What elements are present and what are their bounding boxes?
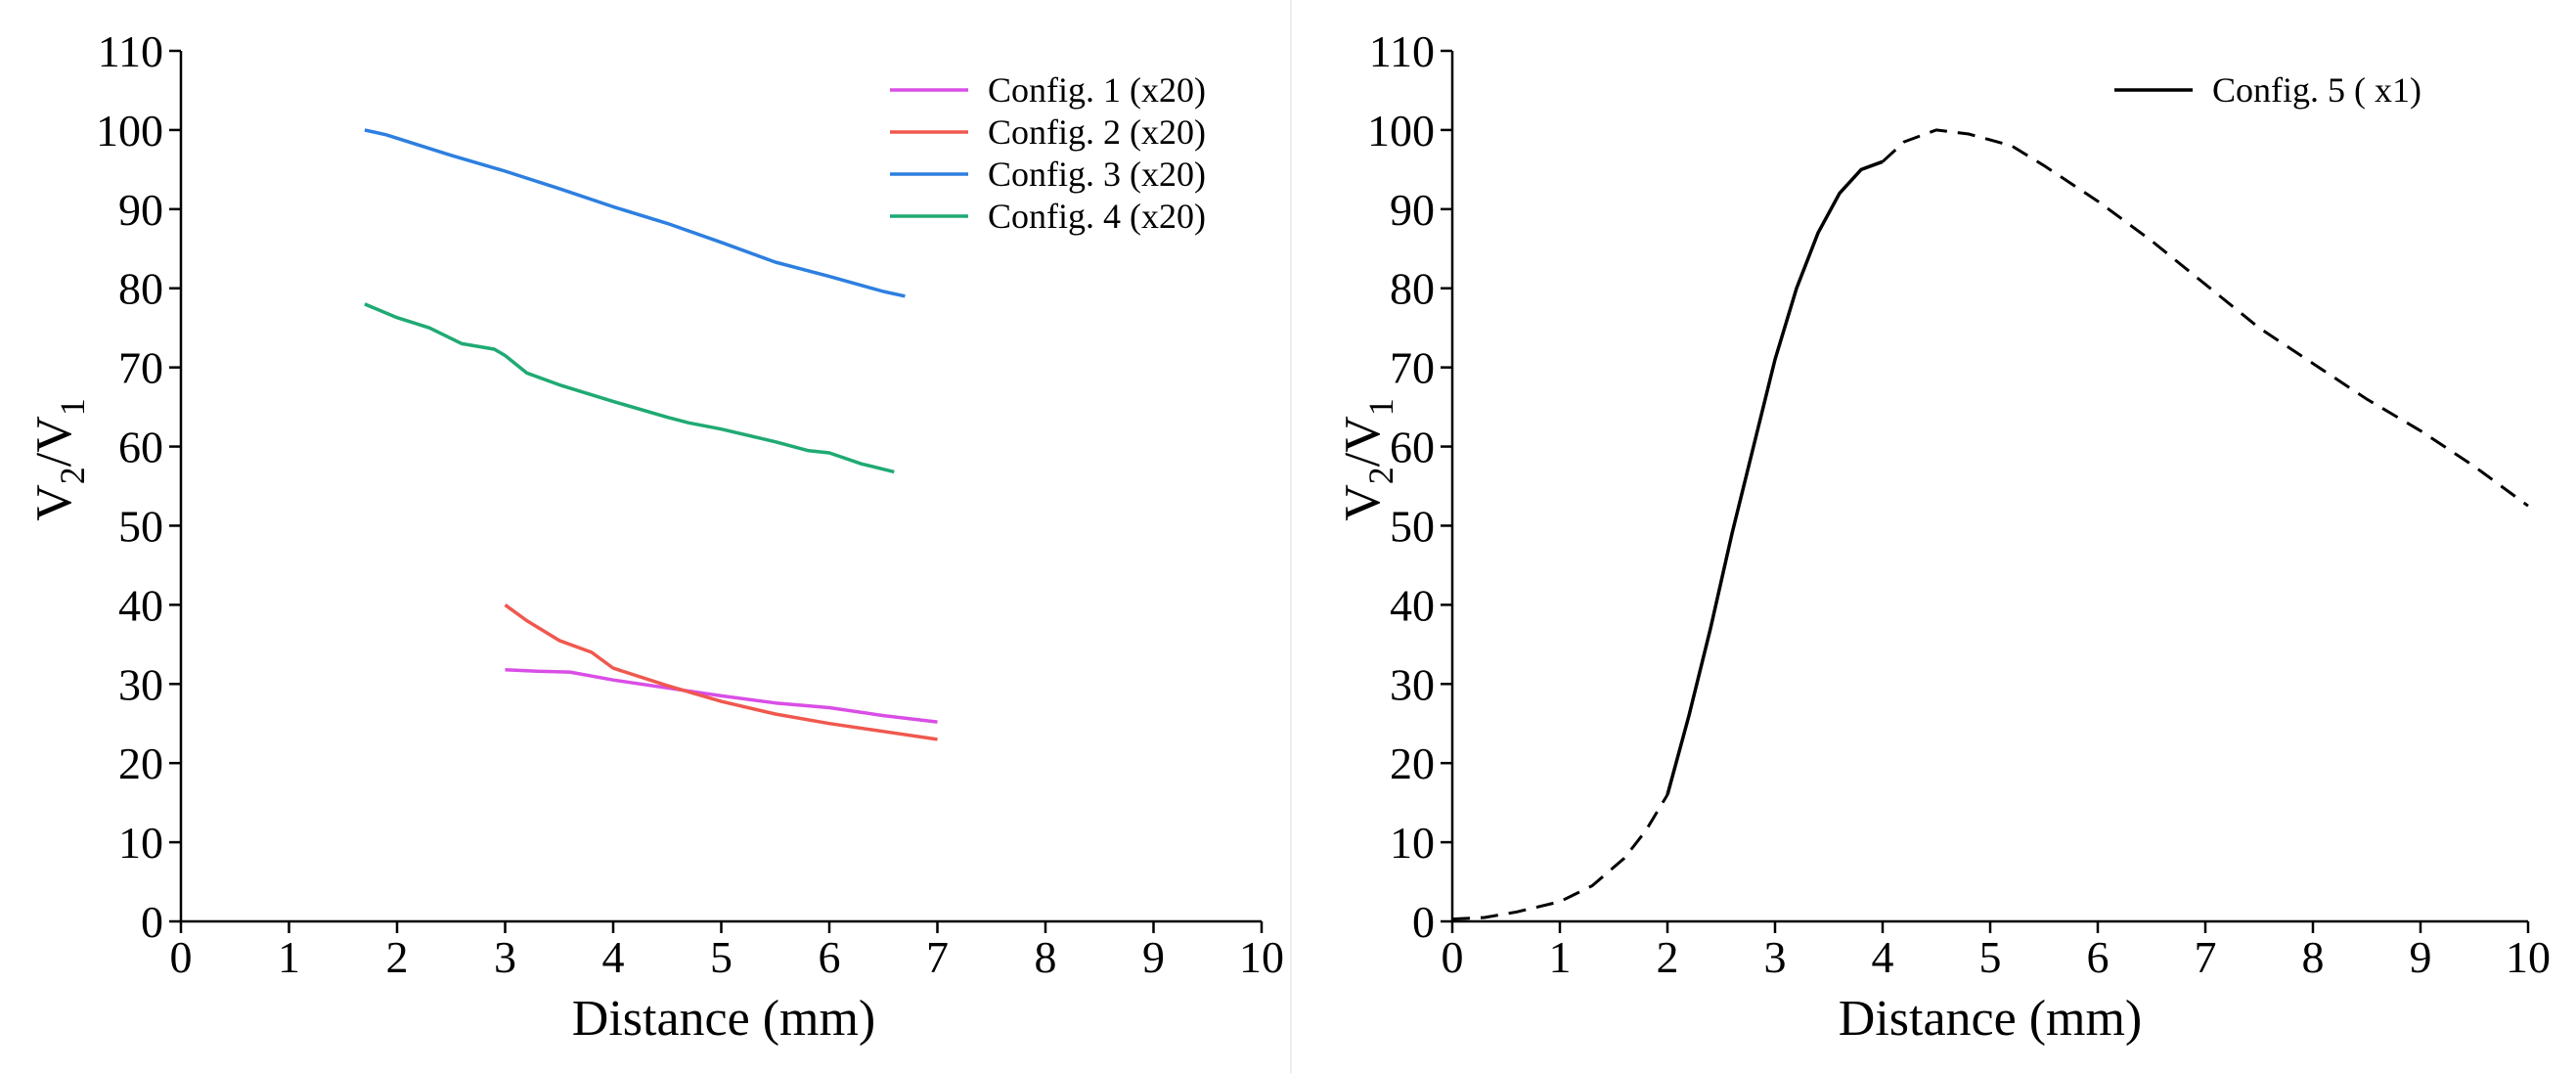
- right-x-tick-label: 2: [1657, 932, 1679, 982]
- right-x-tick-label: 5: [1979, 932, 2002, 982]
- left-x-tick-label: 9: [1142, 932, 1165, 982]
- right-y-tick-label: 110: [1369, 26, 1435, 76]
- left-legend: Config. 1 (x20)Config. 2 (x20)Config. 3 …: [890, 70, 1206, 236]
- panel-divider: [1290, 0, 1292, 1073]
- left-y-tick-label: 30: [118, 659, 163, 709]
- left-x-tick-label: 10: [1239, 932, 1284, 982]
- legend-label-config-3-x20: Config. 3 (x20): [988, 155, 1206, 194]
- right-x-axis-label: Distance (mm): [1839, 991, 2142, 1047]
- left-y-tick-label: 10: [118, 818, 163, 868]
- right-y-tick-label: 30: [1390, 659, 1435, 709]
- left-x-tick-label: 8: [1035, 932, 1057, 982]
- series-line-config-4-x20: [364, 302, 895, 474]
- left-y-tick-label: 80: [118, 264, 163, 314]
- left-x-tick-label: 6: [819, 932, 841, 982]
- right-y-axis-label: V2/V1: [1335, 398, 1400, 521]
- right-legend: Config. 5 ( x1): [2114, 70, 2421, 110]
- legend-label-config-4-x20: Config. 4 (x20): [988, 197, 1206, 236]
- right-x-tick-label: 8: [2302, 932, 2325, 982]
- left-x-axis-label: Distance (mm): [572, 991, 875, 1047]
- left-plot-area: [364, 128, 938, 741]
- series-dashed-segment-config-5-x1-0: [1451, 793, 1669, 921]
- series-dashed-segment-config-5-x1-1: [1881, 128, 2529, 508]
- left-x-tick-label: 1: [278, 932, 300, 982]
- legend-label-config-5-x1: Config. 5 ( x1): [2212, 70, 2421, 110]
- left-y-tick-label: 40: [118, 580, 163, 630]
- right-y-tick-label: 100: [1367, 106, 1435, 156]
- left-x-tick-label: 2: [386, 932, 409, 982]
- right-y-tick-label: 70: [1390, 343, 1435, 393]
- left-y-tick-label: 110: [98, 26, 163, 76]
- series-solid-segment-config-5-x1: [1666, 159, 1884, 795]
- left-y-tick-label: 100: [96, 106, 163, 156]
- left-y-tick-label: 0: [141, 897, 163, 947]
- right-x-tick-label: 1: [1549, 932, 1572, 982]
- right-y-tick-label: 50: [1390, 501, 1435, 551]
- legend-label-config-2-x20: Config. 2 (x20): [988, 112, 1206, 152]
- right-y-tick-label: 40: [1390, 580, 1435, 630]
- right-x-tick-label: 3: [1764, 932, 1787, 982]
- series-line-config-2-x20: [504, 603, 938, 741]
- right-x-tick-label: 7: [2195, 932, 2217, 982]
- right-x-tick-label: 4: [1872, 932, 1894, 982]
- right-y-tick-label: 20: [1390, 738, 1435, 788]
- left-y-axis-label: V2/V1: [26, 398, 92, 521]
- series-line-config-3-x20: [364, 128, 906, 298]
- left-x-tick-label: 3: [494, 932, 516, 982]
- right-x-tick-label: 6: [2087, 932, 2110, 982]
- legend-label-config-1-x20: Config. 1 (x20): [988, 70, 1206, 110]
- left-y-tick-label: 90: [118, 185, 163, 235]
- left-y-tick-label: 70: [118, 343, 163, 393]
- right-y-tick-label: 0: [1412, 897, 1435, 947]
- left-x-tick-label: 7: [926, 932, 949, 982]
- left-y-tick-label: 60: [118, 423, 163, 472]
- left-y-tick-label: 20: [118, 738, 163, 788]
- left-x-tick-label: 0: [170, 932, 193, 982]
- right-y-tick-label: 60: [1390, 423, 1435, 472]
- right-x-tick-label: 9: [2410, 932, 2432, 982]
- right-y-tick-label: 90: [1390, 185, 1435, 235]
- left-y-tick-label: 50: [118, 501, 163, 551]
- left-x-tick-label: 4: [602, 932, 625, 982]
- right-y-tick-label: 10: [1390, 818, 1435, 868]
- right-plot-area: [1451, 128, 2529, 921]
- right-x-tick-label: 0: [1442, 932, 1464, 982]
- right-x-tick-label: 10: [2506, 932, 2551, 982]
- left-x-tick-label: 5: [710, 932, 733, 982]
- right-y-tick-label: 80: [1390, 264, 1435, 314]
